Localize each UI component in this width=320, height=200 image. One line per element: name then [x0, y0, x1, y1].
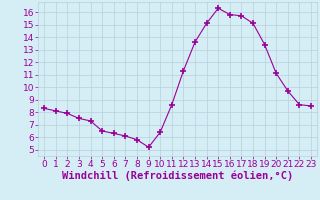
X-axis label: Windchill (Refroidissement éolien,°C): Windchill (Refroidissement éolien,°C) [62, 171, 293, 181]
